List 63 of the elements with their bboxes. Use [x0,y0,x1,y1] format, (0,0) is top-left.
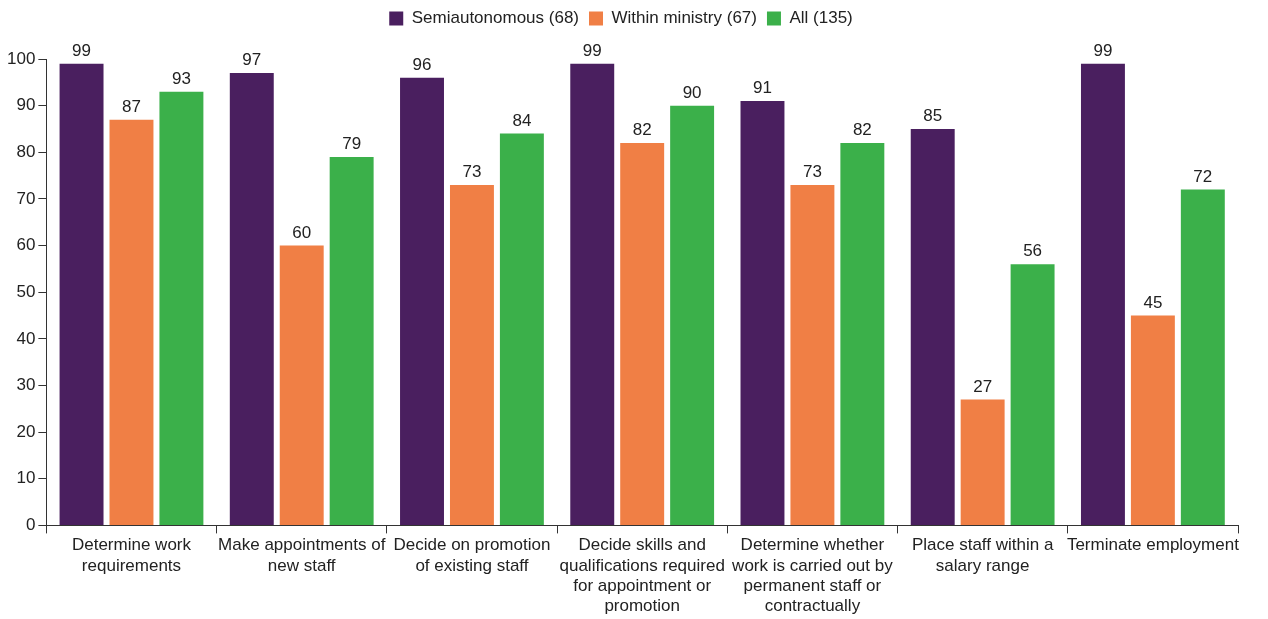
y-tick-label: 80 [16,141,36,161]
data-label: 82 [632,120,652,140]
bar [620,142,665,525]
legend-label: All (135) [789,8,853,28]
legend-label: Within ministry (67) [611,8,757,28]
data-label: 45 [1143,292,1163,312]
x-tick-label: Place staff within a salary range [911,535,1054,575]
data-label: 99 [72,40,92,60]
bar [740,100,785,525]
bar [1180,189,1225,525]
y-tick-label: 30 [16,375,36,395]
y-tick-label: 10 [16,468,36,488]
y-tick-label: 20 [16,421,36,441]
bar [229,72,274,525]
data-label: 87 [122,96,141,116]
y-tick-label: 100 [6,48,36,68]
data-label: 60 [292,222,312,242]
data-label: 99 [582,40,602,60]
x-tick-label: Decide skills and qualifications required for appointment or promotion [559,535,725,616]
y-tick-label: 60 [16,235,36,255]
bar [449,184,494,525]
data-label: 97 [242,50,262,70]
y-tick-label: 40 [16,328,36,348]
y-tick-label: 90 [16,95,36,115]
data-label: 56 [1023,241,1043,261]
bar [59,63,104,525]
y-tick-label: 50 [16,281,36,301]
bar [670,105,715,525]
data-label: 73 [802,162,822,182]
bar [400,77,444,525]
bar [910,128,955,525]
bar [329,156,374,525]
data-label: 93 [171,68,191,88]
bar [279,245,324,525]
bar [960,399,1005,525]
bar [109,119,154,525]
data-label: 72 [1193,166,1213,186]
bar [1130,315,1175,525]
data-label: 85 [923,106,943,126]
bar [159,91,204,525]
y-tick-label: 70 [16,188,36,208]
bar [1080,63,1125,525]
x-tick-label: Decide on promotion of existing staff [393,535,551,575]
x-tick-label: Terminate employment [1066,535,1240,555]
bar [499,133,544,525]
x-tick-label: Make appointments of new staff [218,535,386,575]
data-label: 79 [342,134,362,154]
bar [1010,264,1055,525]
legend-label: Semiautonomous (68) [411,8,580,28]
data-label: 82 [852,120,872,140]
data-label: 99 [1093,40,1113,60]
x-tick-label: Determine work requirements [71,535,192,575]
bar [570,63,615,525]
x-tick-label: Determine whether work is carried out by permanent staff or contractually [731,535,894,616]
bar [790,184,835,525]
data-label: 27 [973,376,993,396]
y-tick-label: 0 [25,515,36,535]
data-label: 73 [462,162,482,182]
data-label: 84 [512,110,532,130]
data-label: 96 [412,54,432,74]
data-label: 91 [753,78,772,98]
bar [840,142,885,525]
data-label: 90 [682,82,702,102]
